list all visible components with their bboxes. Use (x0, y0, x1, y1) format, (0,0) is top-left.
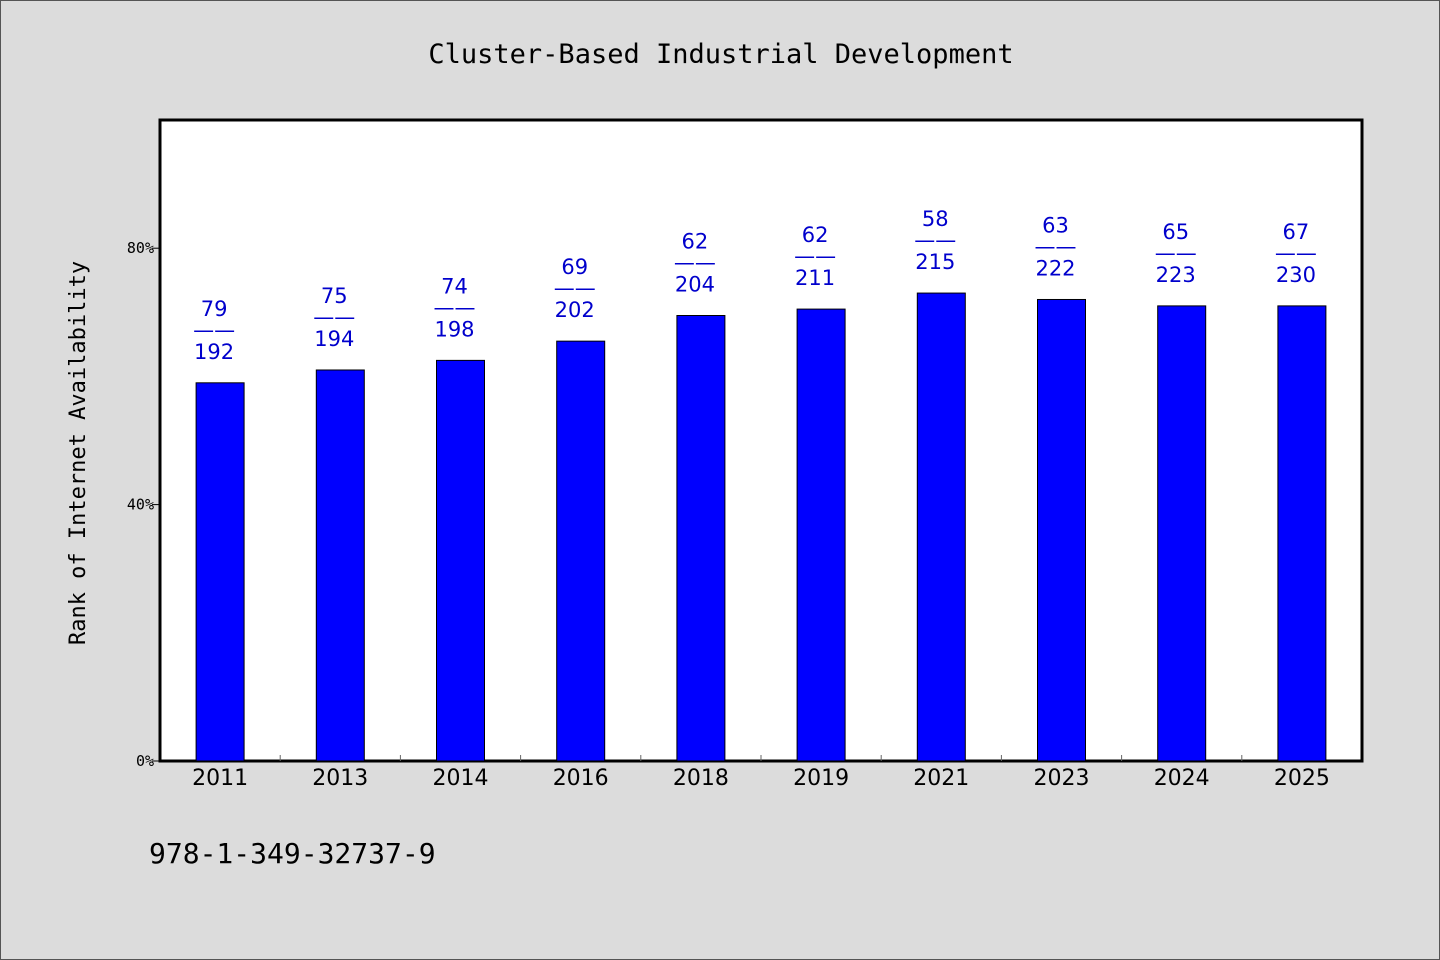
data-label-bottom: 198 (434, 317, 474, 341)
data-label-bottom: 211 (795, 266, 835, 290)
data-label-top: 67 (1283, 220, 1310, 244)
x-tick-label: 2019 (793, 766, 849, 791)
data-label-group: 58——215 (914, 207, 956, 274)
bar-2021 (916, 292, 966, 762)
data-label-top: 65 (1162, 220, 1189, 244)
data-label-top: 62 (802, 223, 829, 247)
data-label-sep: —— (674, 251, 716, 275)
data-label-sep: —— (914, 228, 956, 252)
data-label-bottom: 222 (1035, 256, 1075, 280)
data-label-sep: —— (554, 276, 596, 300)
data-label-top: 79 (201, 297, 228, 321)
y-axis: 0% 40% 80% (127, 239, 160, 770)
data-label-group: 62——204 (674, 230, 716, 297)
isbn-footer: 978-1-349-32737-9 (149, 837, 436, 870)
data-label-group: 74——198 (434, 274, 476, 341)
data-label-top: 62 (682, 230, 709, 254)
data-label-bottom: 202 (555, 298, 595, 322)
y-tick-label: 0% (136, 752, 154, 770)
x-tick-label: 2024 (1154, 766, 1210, 791)
data-label-bottom: 192 (194, 340, 234, 364)
bar-2019 (796, 308, 846, 762)
x-tick-label: 2021 (913, 766, 969, 791)
data-label-bottom: 230 (1276, 263, 1316, 287)
x-tick-label: 2023 (1034, 766, 1090, 791)
bar-2023 (1037, 298, 1086, 762)
y-tick-label: 80% (127, 239, 154, 257)
data-label-sep: —— (313, 305, 355, 329)
data-label-sep: —— (1155, 241, 1197, 265)
data-label-group: 63——222 (1035, 213, 1077, 280)
data-label-group: 62——211 (794, 223, 836, 290)
data-label-bottom: 194 (314, 327, 354, 351)
data-label-group: 65——223 (1155, 220, 1197, 287)
data-label-top: 58 (922, 207, 949, 231)
bar-2025 (1277, 305, 1327, 762)
data-label-sep: —— (794, 244, 836, 268)
x-tick-label: 2011 (192, 766, 248, 791)
bar-2024 (1157, 305, 1207, 762)
x-axis: 2011 2013 2014 2016 2018 2019 2021 2023 2024 2025 (192, 755, 1330, 791)
y-axis-label: Rank of Internet Availability (66, 261, 91, 645)
data-labels: 79——19275——19474——19869——20262——20462——2… (193, 207, 1317, 364)
x-tick-label: 2018 (673, 766, 729, 791)
x-tick-label: 2025 (1274, 766, 1330, 791)
data-label-sep: —— (1275, 241, 1317, 265)
data-label-top: 69 (561, 255, 588, 279)
bar-2013 (315, 369, 365, 762)
x-tick-label: 2013 (312, 766, 368, 791)
data-label-group: 75——194 (313, 284, 355, 351)
data-label-group: 69——202 (554, 255, 596, 322)
data-label-group: 67——230 (1275, 220, 1317, 287)
bar-2011 (195, 382, 245, 762)
bar-series (195, 292, 1327, 762)
data-label-sep: —— (434, 295, 476, 319)
bar-2016 (556, 340, 606, 762)
chart-title: Cluster-Based Industrial Development (428, 39, 1013, 70)
x-tick-label: 2014 (433, 766, 489, 791)
data-label-bottom: 215 (915, 250, 955, 274)
data-label-sep: —— (193, 318, 235, 342)
bar-2014 (436, 359, 485, 762)
data-label-top: 74 (441, 274, 468, 298)
x-tick-label: 2016 (553, 766, 609, 791)
bar-2018 (676, 315, 726, 762)
data-label-bottom: 204 (675, 273, 715, 297)
data-label-top: 63 (1042, 213, 1069, 237)
data-label-bottom: 223 (1156, 263, 1196, 287)
y-tick-label: 40% (127, 496, 154, 514)
data-label-sep: —— (1035, 234, 1077, 258)
data-label-top: 75 (321, 284, 348, 308)
data-label-group: 79——192 (193, 297, 235, 364)
